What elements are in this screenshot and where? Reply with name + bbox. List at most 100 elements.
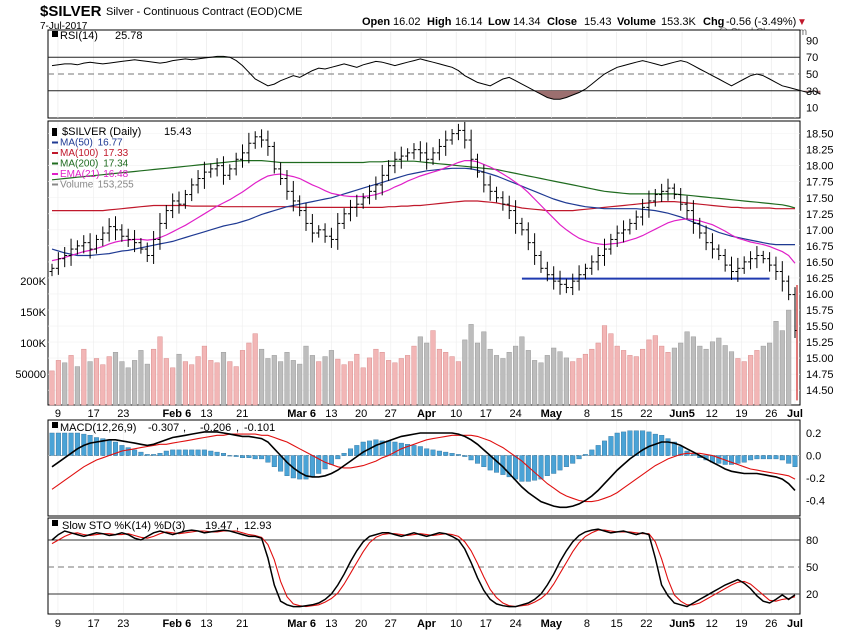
volume-bar (176, 353, 182, 406)
ohlc-bar (424, 142, 430, 170)
ohlc-bar (709, 233, 715, 259)
macd-histogram-bar (392, 441, 398, 456)
macd-legend-sep2: , (236, 422, 239, 434)
ohlc-bar (93, 234, 99, 254)
macd-histogram-bar (182, 449, 188, 456)
macd-histogram-bar (678, 446, 684, 456)
volume-bar (170, 367, 176, 406)
legend-value: 15.43 (164, 126, 192, 138)
ohlc-bar (786, 275, 792, 301)
macd-histogram-bar (328, 455, 334, 465)
macd-histogram-bar (544, 455, 550, 476)
ohlc-bar (398, 146, 404, 169)
volume-bar (487, 348, 493, 406)
ohlc-bar (354, 194, 360, 217)
ohlc-bar (500, 191, 506, 211)
volume-bar (233, 366, 239, 406)
macd-histogram-bar (436, 450, 442, 456)
price-tick-17.75: 17.75 (806, 177, 834, 189)
volume-bar (589, 348, 595, 406)
ohlc-bar (474, 153, 480, 178)
ohlc-bar (182, 189, 188, 209)
volume-bar (684, 331, 690, 406)
ohlc-bar (513, 200, 519, 234)
ohlc-bar (582, 263, 588, 280)
volume-bar (220, 352, 227, 406)
volume-bar (208, 360, 214, 406)
macd-tick--0.2: -0.2 (806, 473, 825, 485)
ohlc-bar (779, 261, 785, 292)
ohlc-bar (506, 195, 512, 220)
volume-value: 153.3K (661, 16, 697, 28)
x-tick-top-16: 15 (611, 408, 623, 420)
ohlc-bar (563, 278, 569, 294)
macd-histogram-bar (125, 447, 131, 456)
x-tick-top-1: 17 (87, 408, 99, 420)
volume-bars (49, 309, 792, 406)
macd-histogram-bar (621, 431, 627, 456)
chart-date: 7-Jul-2017 (40, 21, 88, 32)
x-tick-top-14: May (541, 408, 563, 420)
volume-bar (646, 339, 652, 406)
x-tick-bottom-19: 12 (706, 618, 718, 630)
price-tick-17.50: 17.50 (806, 193, 834, 205)
macd-histogram-bar (227, 455, 233, 457)
macd-histogram-bar (773, 455, 779, 460)
volume-bar (722, 345, 728, 406)
volume-bar (100, 364, 106, 406)
macd-histogram-bar (386, 440, 392, 456)
macd-histogram-bar (424, 448, 430, 456)
legend-value: 16.48 (103, 169, 128, 180)
ohlc-bar (284, 170, 290, 200)
ohlc-bar (119, 224, 125, 242)
macd-histogram-bar (93, 437, 99, 456)
macd-histogram-bar (214, 451, 220, 456)
rsi-tick-30: 30 (806, 86, 818, 98)
macd-histogram-bar (341, 453, 347, 456)
macd-histogram-bar (475, 455, 481, 464)
macd-histogram-bar (595, 445, 601, 456)
x-tick-bottom-14: May (541, 618, 563, 630)
volume-bar (49, 370, 55, 406)
ohlc-bar (532, 233, 538, 265)
macd-histogram-bar (481, 455, 487, 468)
macd-histogram-bar (335, 455, 341, 460)
x-tick-bottom-17: 22 (640, 618, 652, 630)
volume-bar (278, 361, 284, 406)
ohlc-bar (728, 256, 734, 280)
x-tick-bottom-16: 15 (611, 618, 623, 630)
ohlc-bar (138, 238, 144, 254)
volume-bar (341, 364, 347, 406)
volume-tick-50000: 50000 (15, 369, 46, 381)
ohlc-bar (519, 217, 525, 236)
volume-bar (430, 330, 436, 406)
macd-histogram-bar (716, 455, 722, 464)
macd-histogram-bar (671, 441, 677, 456)
x-tick-top-20: 19 (735, 408, 747, 420)
legend-value: 17.34 (103, 159, 128, 170)
volume-bar (462, 339, 468, 406)
ohlc-bar (297, 195, 303, 217)
volume-bar (347, 361, 354, 406)
price-tick-16.50: 16.50 (806, 257, 834, 269)
ohlc-bar (754, 246, 760, 269)
x-tick-top-12: 17 (480, 408, 492, 420)
macd-histogram-bar (170, 449, 176, 456)
macd-histogram-bar (449, 453, 455, 456)
volume-bar (513, 345, 519, 406)
ohlc-bar (62, 247, 68, 268)
ohlc-bar (595, 247, 601, 271)
ohlc-bar (113, 216, 119, 241)
x-tick-bottom-15: 8 (584, 618, 590, 630)
ma50-line (51, 167, 795, 257)
ohlc-bar (341, 208, 347, 229)
volume-bar (627, 355, 633, 406)
volume-bar (373, 348, 379, 406)
price-layer (49, 121, 798, 401)
volume-tick-150K: 150K (20, 307, 46, 319)
sto-tick-50: 50 (806, 562, 818, 574)
macd-histogram-bar (201, 449, 207, 456)
volume-bar (436, 348, 442, 406)
